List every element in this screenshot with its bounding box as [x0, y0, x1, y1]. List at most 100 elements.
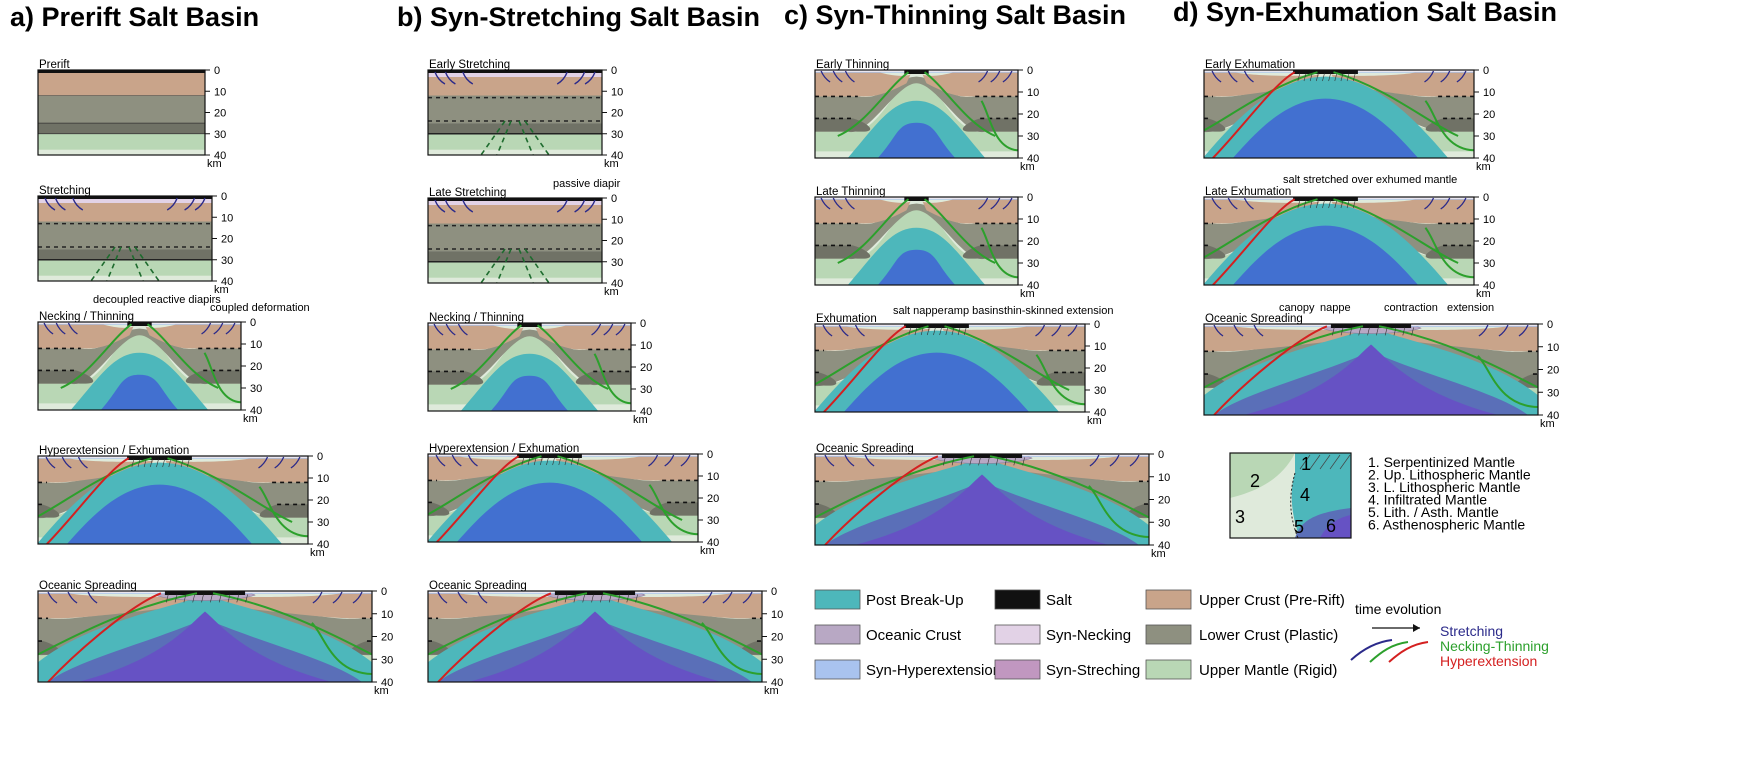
depth-tick-label: 30	[381, 654, 393, 666]
depth-tick-label: 30	[1027, 131, 1039, 143]
depth-tick-label: 10	[1483, 87, 1495, 99]
annotation-salt-nappe: salt nappe	[893, 305, 944, 317]
stage-label-b1: Early Stretching	[429, 59, 510, 71]
legend-stretching: Stretching	[1440, 623, 1503, 639]
depth-tick-label: 0	[317, 451, 323, 463]
depth-tick-label: 0	[611, 193, 617, 205]
depth-tick-label: 10	[1027, 87, 1039, 99]
depth-tick-label: 40	[707, 537, 719, 549]
depth-tick-label: 30	[214, 129, 226, 141]
mantle-key-item-3: 3. L. Lithospheric Mantle	[1368, 479, 1521, 495]
depth-tick-label: 20	[640, 362, 652, 374]
legend-necking-thinning: Necking-Thinning	[1440, 638, 1549, 654]
annotation-thin-skinned: thin-skinned extension	[1004, 305, 1113, 317]
panel-title-b: b) Syn-Stretching Salt Basin	[397, 2, 760, 32]
stage-label-a3: Necking / Thinning	[39, 311, 134, 323]
legend-label-oceanic-crust: Oceanic Crust	[866, 627, 962, 644]
legend-label-lower-crust: Lower Crust (Plastic)	[1199, 627, 1338, 644]
mantle-key-box	[1229, 452, 1352, 539]
depth-tick-label: 10	[1158, 472, 1170, 484]
depth-tick-label: 40	[1094, 407, 1106, 419]
depth-tick-label: 40	[640, 406, 652, 418]
legend-label-syn-necking: Syn-Necking	[1046, 627, 1131, 644]
stage-label-a4: Hyperextension / Exhumation	[39, 445, 189, 457]
depth-tick-label: 30	[1483, 131, 1495, 143]
depth-tick-label: 10	[221, 212, 233, 224]
depth-unit-label: km	[764, 685, 779, 697]
annotation-nappe: nappe	[1320, 302, 1351, 314]
depth-tick-label: 20	[1094, 363, 1106, 375]
legend-hyperextension: Hyperextension	[1440, 653, 1537, 669]
legend-swatch-post-breakup	[814, 589, 861, 610]
depth-tick-label: 0	[221, 191, 227, 203]
legend-label-salt: Salt	[1046, 592, 1073, 609]
depth-tick-label: 20	[221, 234, 233, 246]
panel-title-c: c) Syn-Thinning Salt Basin	[784, 0, 1126, 30]
mantle-key-item-6: 6. Asthenospheric Mantle	[1368, 517, 1525, 533]
depth-tick-label: 20	[707, 493, 719, 505]
necking-curve	[1369, 641, 1409, 663]
depth-tick-label: 10	[640, 340, 652, 352]
hyper-curve	[1388, 641, 1429, 663]
depth-tick-label: 0	[1027, 192, 1033, 204]
depth-unit-label: km	[310, 547, 325, 559]
depth-tick-label: 0	[1547, 319, 1553, 331]
depth-tick-label: 0	[771, 586, 777, 598]
depth-tick-label: 10	[250, 339, 262, 351]
panel-title-a: a) Prerift Salt Basin	[10, 2, 259, 32]
depth-tick-label: 40	[771, 677, 783, 689]
depth-tick-label: 0	[214, 65, 220, 77]
mantle-key-item-5: 5. Lith. / Asth. Mantle	[1368, 504, 1499, 520]
stage-label-c1: Early Thinning	[816, 59, 889, 71]
depth-tick-label: 20	[611, 108, 623, 120]
depth-unit-label: km	[1476, 161, 1491, 173]
depth-unit-label: km	[374, 685, 389, 697]
depth-tick-label: 0	[250, 317, 256, 329]
stretching-curve	[1350, 639, 1393, 661]
depth-tick-label: 30	[640, 384, 652, 396]
depth-unit-label: km	[1087, 415, 1102, 427]
legend-label-syn-hyperextension: Syn-Hyperextension	[866, 662, 1001, 679]
depth-tick-label: 40	[1547, 410, 1559, 422]
depth-tick-label: 30	[1027, 258, 1039, 270]
stage-label-a5: Oceanic Spreading	[39, 580, 137, 592]
stage-label-a1: Prerift	[39, 59, 70, 71]
depth-tick-label: 30	[1547, 387, 1559, 399]
depth-tick-label: 10	[611, 214, 623, 226]
depth-tick-label: 40	[611, 150, 623, 162]
annotation-decoupled: decoupled reactive diapirs	[93, 294, 221, 306]
legend-label-post-breakup: Post Break-Up	[866, 592, 964, 609]
depth-tick-label: 20	[381, 632, 393, 644]
depth-tick-label: 0	[1158, 449, 1164, 461]
depth-tick-label: 20	[1483, 236, 1495, 248]
mantle-key-item-1: 1. Serpentinized Mantle	[1368, 454, 1515, 470]
mantle-key-number-4: 4	[1300, 485, 1310, 505]
stage-label-c4: Oceanic Spreading	[816, 443, 914, 455]
depth-tick-label: 0	[640, 318, 646, 330]
annotation-ramp-basins: ramp basins	[944, 305, 1004, 317]
annotation-contraction: contraction	[1384, 302, 1438, 314]
time-arrow-head	[1413, 624, 1420, 632]
legend-swatch-syn-hyperextension	[814, 659, 861, 680]
depth-tick-label: 40	[1027, 280, 1039, 292]
stage-label-b5: Oceanic Spreading	[429, 580, 527, 592]
legend-swatch-syn-necking	[994, 624, 1041, 645]
depth-tick-label: 40	[1483, 153, 1495, 165]
depth-tick-label: 30	[611, 257, 623, 269]
depth-tick-label: 10	[1483, 214, 1495, 226]
depth-unit-label: km	[1020, 161, 1035, 173]
legend-label-upper-mantle: Upper Mantle (Rigid)	[1199, 662, 1337, 679]
depth-tick-label: 30	[250, 383, 262, 395]
depth-unit-label: km	[243, 413, 258, 425]
